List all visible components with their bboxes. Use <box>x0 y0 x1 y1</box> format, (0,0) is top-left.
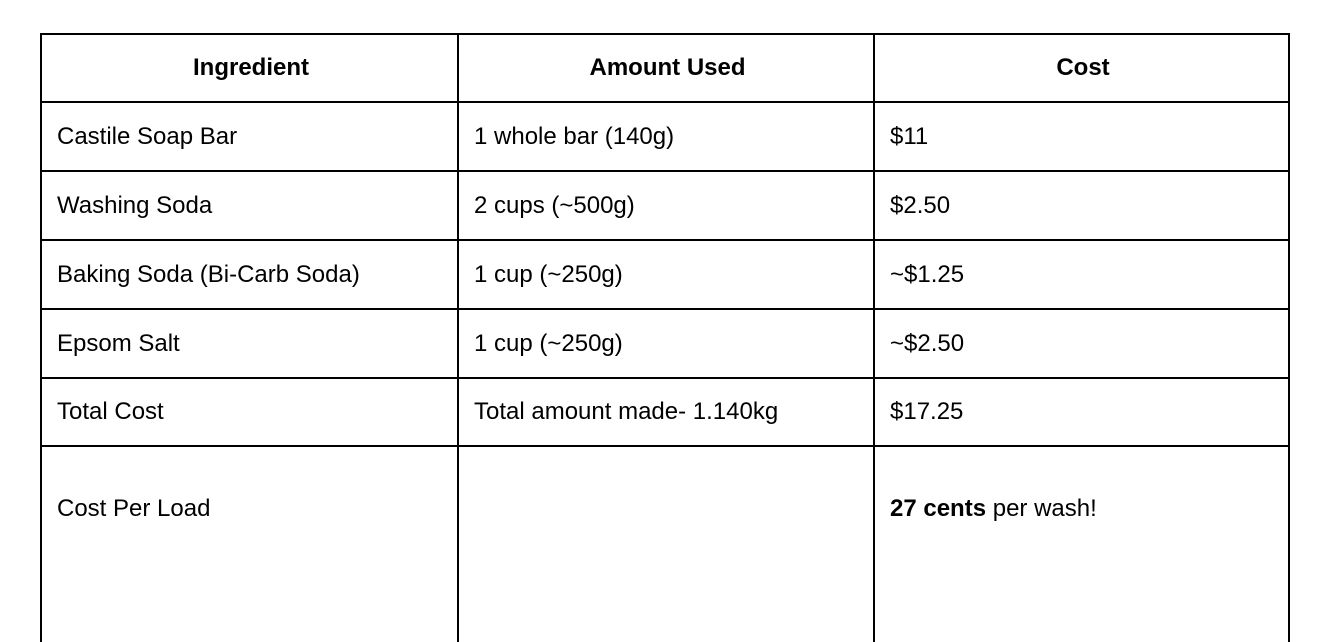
cost-cell: $2.50 <box>873 170 1290 241</box>
cost-per-load-value-bold: 27 cents <box>890 495 987 522</box>
table-row: Baking Soda (Bi-Carb Soda) 1 cup (~250g)… <box>40 239 1290 310</box>
header-cost: Cost <box>873 33 1290 103</box>
table-row: Washing Soda 2 cups (~500g) $2.50 <box>40 170 1290 241</box>
header-amount-used: Amount Used <box>457 33 875 103</box>
cost-per-load-value: 27 cents per wash! <box>873 445 1290 642</box>
cost-cell: ~$2.50 <box>873 308 1290 379</box>
amount-cell: 2 cups (~500g) <box>457 170 875 241</box>
total-cost-value: $17.25 <box>873 377 1290 447</box>
header-ingredient: Ingredient <box>40 33 459 103</box>
total-amount-made: Total amount made- 1.140kg <box>457 377 875 447</box>
amount-cell: 1 whole bar (140g) <box>457 101 875 172</box>
amount-cell: 1 cup (~250g) <box>457 239 875 310</box>
cost-per-load-empty-cell <box>457 445 875 642</box>
header-row: Ingredient Amount Used Cost <box>40 33 1290 103</box>
cost-cell: ~$1.25 <box>873 239 1290 310</box>
total-cost-label: Total Cost <box>40 377 459 447</box>
table-row: Castile Soap Bar 1 whole bar (140g) $11 <box>40 101 1290 172</box>
table-row: Epsom Salt 1 cup (~250g) ~$2.50 <box>40 308 1290 379</box>
cost-per-load-label: Cost Per Load <box>40 445 459 642</box>
amount-cell: 1 cup (~250g) <box>457 308 875 379</box>
ingredient-cell: Castile Soap Bar <box>40 101 459 172</box>
total-cost-row: Total Cost Total amount made- 1.140kg $1… <box>40 377 1290 447</box>
cost-cell: $11 <box>873 101 1290 172</box>
ingredient-cell: Epsom Salt <box>40 308 459 379</box>
ingredient-cell: Washing Soda <box>40 170 459 241</box>
cost-per-load-row: Cost Per Load 27 cents per wash! <box>40 445 1290 642</box>
ingredient-cost-table: Ingredient Amount Used Cost Castile Soap… <box>40 33 1290 642</box>
cost-per-load-value-rest: per wash! <box>986 495 1097 522</box>
ingredient-cell: Baking Soda (Bi-Carb Soda) <box>40 239 459 310</box>
